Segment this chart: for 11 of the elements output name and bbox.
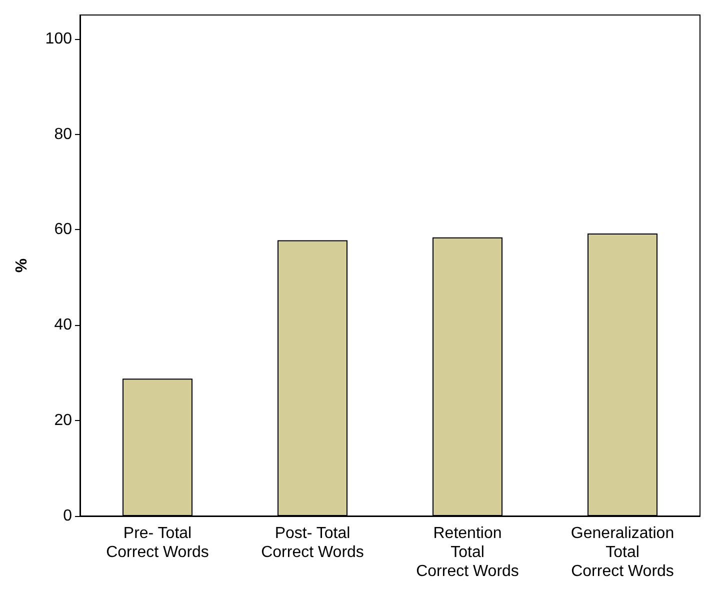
x-tick-label: Retention Total Correct Words — [416, 525, 519, 580]
y-tick-label: 100 — [45, 30, 72, 48]
y-tick-label: 80 — [54, 126, 72, 143]
y-tick-label: 0 — [63, 508, 72, 524]
y-tick-label: 40 — [54, 316, 72, 334]
x-tick-label: Post- Total Correct Words — [261, 525, 364, 561]
x-tick-label: Generalization Total Correct Words — [570, 525, 674, 580]
y-tick-label: 60 — [54, 221, 72, 238]
y-axis-title: % — [14, 258, 30, 273]
x-tick-label: Pre- Total Correct Words — [106, 525, 209, 561]
y-tick-label: 20 — [54, 412, 72, 430]
